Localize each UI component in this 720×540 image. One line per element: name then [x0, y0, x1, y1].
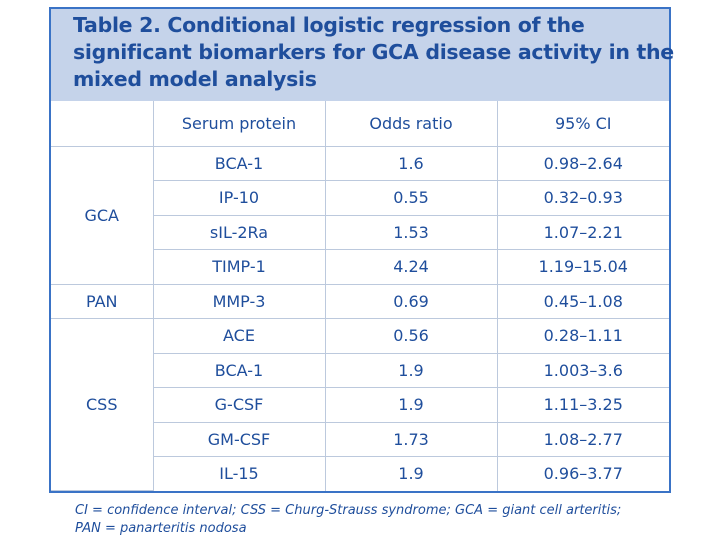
cell-protein: ACE [152, 318, 326, 354]
cell-odds-ratio: 1.9 [324, 352, 498, 389]
cell-odds-ratio: 1.53 [324, 214, 498, 251]
cell-odds-ratio: 0.55 [324, 180, 498, 216]
cell-protein: GM-CSF [153, 421, 326, 458]
cell-protein: BCA-1 [153, 352, 326, 389]
cell-ci: 0.45–1.08 [496, 283, 669, 320]
footnote-line: CI = confidence interval; CSS = Churg-St… [75, 503, 622, 518]
title-line: significant biomarkers for GCA disease a… [73, 40, 674, 64]
cell-odds-ratio: 0.56 [324, 318, 498, 354]
table-row: BCA-1 1.9 1.003–3.6 [51, 352, 669, 389]
cell-ci: 1.08–2.77 [496, 421, 669, 458]
cell-odds-ratio: 1.73 [324, 421, 498, 458]
title-line: Table 2. Conditional logistic regression… [73, 13, 585, 37]
header-row: Serum protein Odds ratio 95% CI [51, 101, 669, 147]
group-label-gca: GCA [51, 145, 154, 285]
table-row: PAN MMP-3 0.69 0.45–1.08 [51, 283, 669, 320]
header-cell-odds-ratio: Odds ratio [324, 101, 498, 147]
cell-ci: 0.32–0.93 [496, 180, 669, 216]
cell-ci: 0.98–2.64 [496, 145, 669, 182]
cell-ci: 1.07–2.21 [496, 214, 669, 251]
cell-ci: 0.28–1.11 [496, 318, 669, 354]
group-label-pan: PAN [51, 283, 154, 320]
biomarker-table: Serum protein Odds ratio 95% CI GCA BCA-… [51, 101, 669, 491]
cell-odds-ratio: 1.6 [324, 145, 498, 182]
cell-odds-ratio: 1.9 [324, 456, 498, 491]
table-row: CSS ACE 0.56 0.28–1.11 [51, 318, 669, 491]
table-footnote: CI = confidence interval; CSS = Churg-St… [75, 502, 695, 538]
header-cell-ci: 95% CI [496, 101, 669, 147]
cell-ci: 0.96–3.77 [496, 456, 669, 491]
cell-protein: BCA-1 [152, 145, 326, 182]
table-row: GCA BCA-1 1.6 0.98–2.64 [51, 145, 669, 285]
cell-ci: 1.003–3.6 [496, 352, 669, 389]
cell-protein: TIMP-1 [153, 249, 326, 285]
cell-protein: G-CSF [153, 387, 326, 423]
footnote-line: PAN = panarteritis nodosa [75, 521, 247, 536]
cell-protein: IL-15 [153, 456, 326, 491]
cell-odds-ratio: 0.69 [324, 283, 498, 320]
cell-protein: IP-10 [153, 180, 326, 216]
group-label-css: CSS [51, 318, 154, 491]
table-row: sIL-2Ra 1.53 1.07–2.21 [51, 214, 669, 251]
table-row: TIMP-1 4.24 1.19–15.04 [51, 249, 669, 285]
header-cell-group [51, 101, 154, 147]
table-row: IL-15 1.9 0.96–3.77 [51, 456, 669, 491]
table-title: Table 2. Conditional logistic regression… [73, 12, 674, 93]
cell-protein: sIL-2Ra [153, 214, 326, 251]
cell-ci: 1.19–15.04 [496, 249, 669, 285]
cell-odds-ratio: 1.9 [324, 387, 498, 423]
cell-protein: MMP-3 [152, 283, 326, 320]
header-cell-serum-protein: Serum protein [152, 101, 326, 147]
title-line: mixed model analysis [73, 67, 317, 91]
cell-odds-ratio: 4.24 [324, 249, 498, 285]
cell-ci: 1.11–3.25 [496, 387, 669, 423]
